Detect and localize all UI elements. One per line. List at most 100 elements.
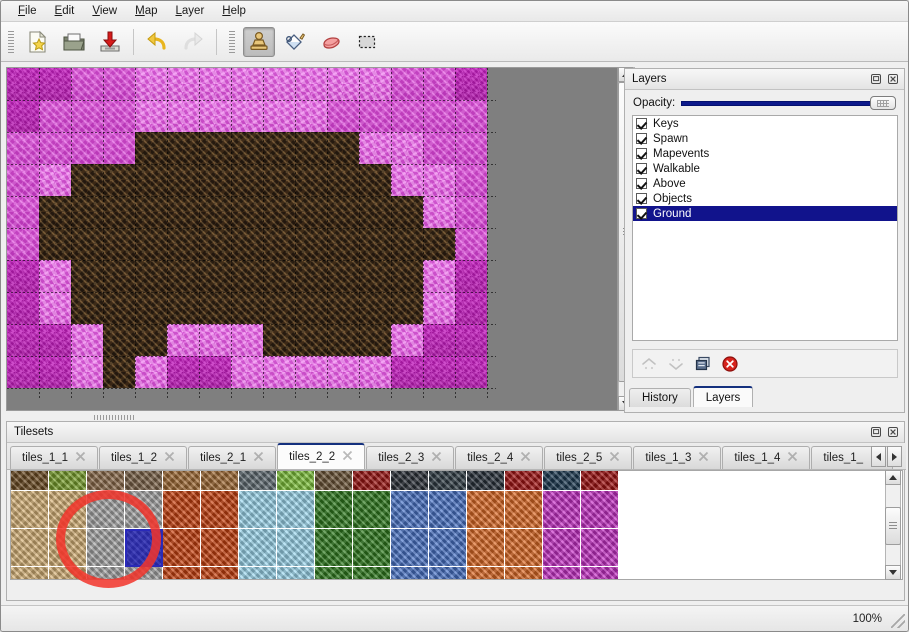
map-tile[interactable] [39, 196, 71, 228]
tileset-tab-close-icon[interactable] [342, 450, 353, 464]
map-tile[interactable] [103, 324, 135, 356]
layer-visibility-checkbox[interactable] [636, 118, 647, 129]
map-tile[interactable] [135, 100, 167, 132]
tileset-tile[interactable] [315, 491, 353, 529]
layer-visibility-checkbox[interactable] [636, 193, 647, 204]
map-tile[interactable] [7, 228, 39, 260]
tileset-tile[interactable] [277, 491, 315, 529]
tileset-tile[interactable] [11, 529, 49, 567]
map-tile[interactable] [423, 68, 455, 100]
map-tile[interactable] [7, 292, 39, 324]
tileset-tile[interactable] [277, 567, 315, 579]
map-tile[interactable] [359, 324, 391, 356]
tileset-tile[interactable] [201, 529, 239, 567]
map-tile[interactable] [199, 196, 231, 228]
map-tile[interactable] [135, 260, 167, 292]
tileset-tile[interactable] [277, 471, 315, 491]
tileset-tabs-scroll-left-button[interactable] [871, 446, 886, 467]
tileset-tile[interactable] [391, 529, 429, 567]
tileset-tile[interactable] [429, 471, 467, 491]
undo-button[interactable] [141, 27, 173, 57]
tileset-tile[interactable] [201, 491, 239, 529]
map-tile[interactable] [423, 356, 455, 388]
map-tile[interactable] [7, 196, 39, 228]
map-tile[interactable] [135, 196, 167, 228]
tileset-tab-close-icon[interactable] [253, 451, 264, 465]
bucket-fill-button[interactable] [279, 27, 311, 57]
layer-list-item[interactable]: Above [633, 176, 897, 191]
tileset-tile-grid[interactable] [11, 471, 619, 579]
float-panel-icon[interactable] [869, 425, 883, 439]
tileset-tile[interactable] [467, 491, 505, 529]
map-tile[interactable] [327, 100, 359, 132]
open-file-button[interactable] [58, 27, 90, 57]
map-tile[interactable] [263, 324, 295, 356]
map-tile[interactable] [135, 132, 167, 164]
map-tile[interactable] [295, 260, 327, 292]
move-layer-up-button[interactable] [639, 354, 659, 374]
layer-list-item[interactable]: Spawn [633, 131, 897, 146]
tileset-tile[interactable] [315, 471, 353, 491]
tileset-tile[interactable] [467, 567, 505, 579]
float-panel-icon[interactable] [869, 72, 883, 86]
map-tile[interactable] [199, 132, 231, 164]
map-tile[interactable] [423, 228, 455, 260]
map-tile[interactable] [455, 324, 487, 356]
map-tile[interactable] [423, 100, 455, 132]
map-tile[interactable] [295, 292, 327, 324]
map-tile[interactable] [455, 292, 487, 324]
map-tile[interactable] [455, 196, 487, 228]
map-tile[interactable] [455, 68, 487, 100]
map-tile[interactable] [327, 196, 359, 228]
tileset-tile[interactable] [87, 491, 125, 529]
tileset-tile[interactable] [581, 529, 619, 567]
tileset-tile[interactable] [543, 567, 581, 579]
tileset-tile[interactable] [49, 529, 87, 567]
tileset-tile[interactable] [543, 471, 581, 491]
tileset-tile[interactable] [429, 567, 467, 579]
layer-list-item[interactable]: Objects [633, 191, 897, 206]
tileset-tab-tiles_2_4[interactable]: tiles_2_4 [455, 446, 544, 469]
dock-tab-layers[interactable]: Layers [692, 386, 754, 407]
tileset-tile[interactable] [239, 529, 277, 567]
tileset-tile[interactable] [315, 529, 353, 567]
tileset-tile[interactable] [163, 567, 201, 579]
layer-visibility-checkbox[interactable] [636, 208, 647, 219]
map-tile[interactable] [295, 228, 327, 260]
map-tile[interactable] [295, 324, 327, 356]
map-tile[interactable] [231, 260, 263, 292]
save-file-button[interactable] [94, 27, 126, 57]
tileset-tile[interactable] [429, 491, 467, 529]
menu-item-help[interactable]: Help [222, 5, 246, 17]
map-tile[interactable] [455, 164, 487, 196]
layer-visibility-checkbox[interactable] [636, 133, 647, 144]
map-tile[interactable] [71, 164, 103, 196]
map-tile[interactable] [327, 68, 359, 100]
map-tile[interactable] [327, 292, 359, 324]
map-tile[interactable] [327, 228, 359, 260]
tileset-tile[interactable] [315, 567, 353, 579]
map-tile[interactable] [263, 260, 295, 292]
map-tile[interactable] [295, 356, 327, 388]
map-tile[interactable] [231, 196, 263, 228]
map-tile[interactable] [7, 68, 39, 100]
map-tile[interactable] [423, 132, 455, 164]
map-tile[interactable] [295, 132, 327, 164]
map-tile[interactable] [7, 324, 39, 356]
menu-item-view[interactable]: View [92, 5, 118, 17]
map-tile[interactable] [295, 196, 327, 228]
map-tile[interactable] [71, 68, 103, 100]
map-tile[interactable] [423, 164, 455, 196]
map-tile[interactable] [71, 356, 103, 388]
map-tile[interactable] [455, 132, 487, 164]
map-tile[interactable] [167, 164, 199, 196]
resize-grip[interactable] [891, 614, 905, 628]
tileset-tile[interactable] [125, 567, 163, 579]
layer-visibility-checkbox[interactable] [636, 163, 647, 174]
map-tile[interactable] [231, 356, 263, 388]
tileset-tab-tiles_1_3[interactable]: tiles_1_3 [633, 446, 722, 469]
rectangle-select-button[interactable] [351, 27, 383, 57]
map-tile[interactable] [359, 164, 391, 196]
map-tile[interactable] [391, 228, 423, 260]
map-tile[interactable] [391, 164, 423, 196]
